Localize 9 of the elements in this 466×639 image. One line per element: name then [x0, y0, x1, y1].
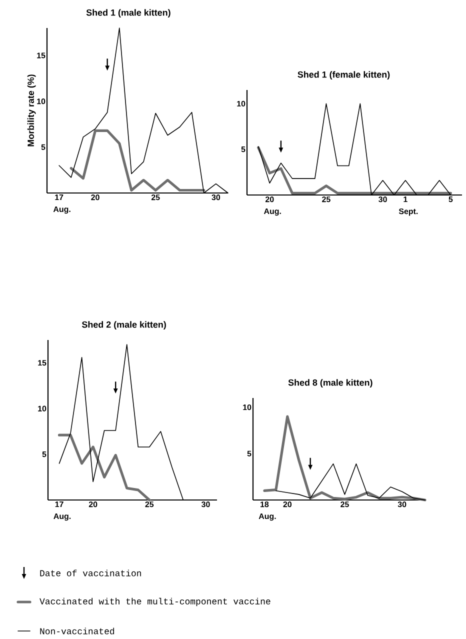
y-axis-title: Morbility rate (%) — [27, 74, 36, 146]
chart-title: Shed 8 (male kitten) — [288, 379, 372, 388]
legend-label: Vaccinated with the multi-component vaccine — [40, 598, 270, 606]
legend-label: Date of vaccination — [40, 570, 141, 576]
chart-title: Shed 2 (male kitten) — [82, 321, 166, 330]
line-series — [58, 434, 151, 502]
legend-label: Non-vaccinated — [40, 628, 114, 634]
chart-title: Shed 1 (male kitten) — [86, 9, 170, 18]
chart-title: Shed 1 (female kitten) — [298, 71, 390, 80]
